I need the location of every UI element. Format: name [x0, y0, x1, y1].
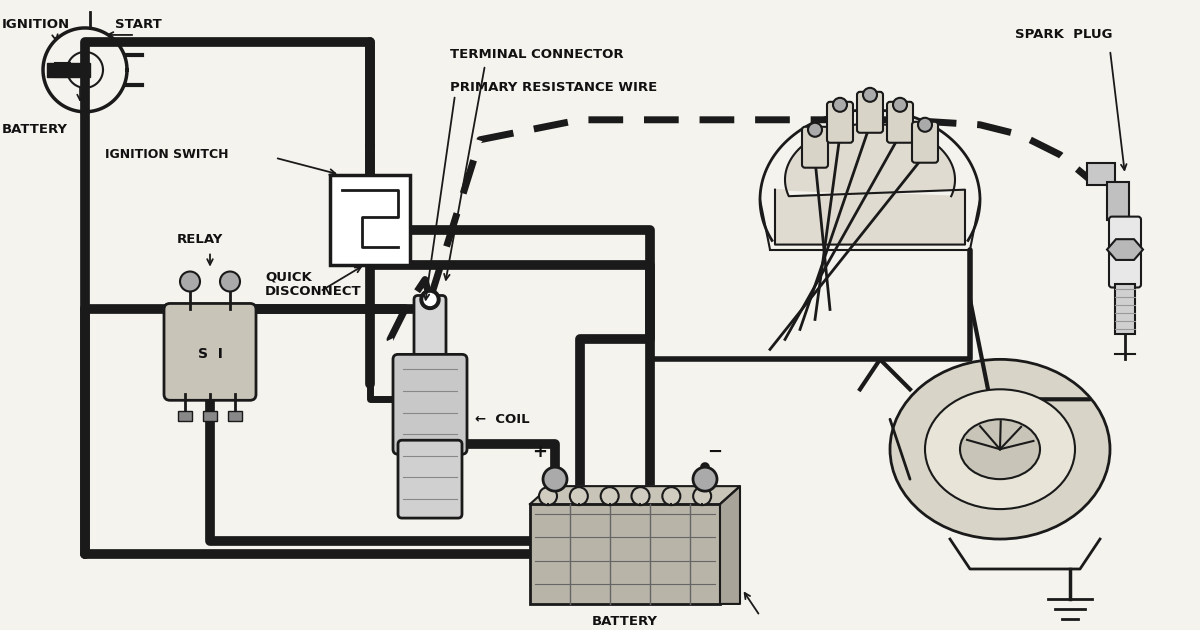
FancyBboxPatch shape — [802, 127, 828, 168]
Text: RELAY: RELAY — [176, 233, 223, 246]
Text: −: − — [708, 443, 722, 461]
FancyBboxPatch shape — [398, 440, 462, 518]
Text: IGNITION SWITCH: IGNITION SWITCH — [106, 148, 228, 161]
Text: ←  COIL: ← COIL — [475, 413, 529, 426]
Text: START: START — [115, 18, 162, 32]
Ellipse shape — [925, 389, 1075, 509]
FancyBboxPatch shape — [1109, 217, 1141, 287]
FancyBboxPatch shape — [912, 122, 938, 163]
Ellipse shape — [890, 359, 1110, 539]
Circle shape — [893, 98, 907, 112]
FancyBboxPatch shape — [394, 354, 467, 454]
Circle shape — [539, 487, 557, 505]
Text: BATTERY: BATTERY — [2, 123, 68, 136]
Text: PRIMARY RESISTANCE WIRE: PRIMARY RESISTANCE WIRE — [450, 81, 658, 94]
Text: +: + — [533, 443, 547, 461]
Text: BATTERY: BATTERY — [592, 616, 658, 628]
Bar — [178, 411, 192, 421]
Bar — [1108, 181, 1129, 220]
Text: SPARK  PLUG: SPARK PLUG — [1015, 28, 1112, 42]
Bar — [530, 504, 720, 604]
FancyBboxPatch shape — [164, 304, 256, 400]
Bar — [203, 411, 217, 421]
Ellipse shape — [960, 419, 1040, 479]
Circle shape — [180, 272, 200, 292]
Circle shape — [808, 123, 822, 137]
Bar — [330, 175, 410, 265]
Polygon shape — [530, 486, 740, 504]
Circle shape — [631, 487, 649, 505]
Circle shape — [863, 88, 877, 102]
Text: QUICK
DISCONNECT: QUICK DISCONNECT — [265, 270, 361, 299]
Bar — [1087, 163, 1115, 185]
Circle shape — [220, 272, 240, 292]
Circle shape — [662, 487, 680, 505]
Bar — [228, 411, 242, 421]
Text: IGNITION: IGNITION — [2, 18, 70, 32]
Circle shape — [692, 467, 716, 491]
Polygon shape — [775, 123, 965, 244]
Circle shape — [601, 487, 619, 505]
Circle shape — [833, 98, 847, 112]
Circle shape — [424, 294, 436, 306]
Text: TERMINAL CONNECTOR: TERMINAL CONNECTOR — [450, 49, 624, 61]
FancyBboxPatch shape — [887, 102, 913, 143]
Bar — [1115, 285, 1135, 335]
Circle shape — [918, 118, 932, 132]
Text: S  I: S I — [198, 347, 222, 362]
FancyBboxPatch shape — [414, 295, 446, 369]
Polygon shape — [1108, 239, 1142, 260]
Polygon shape — [720, 486, 740, 604]
Circle shape — [420, 290, 440, 309]
FancyBboxPatch shape — [857, 92, 883, 133]
Circle shape — [570, 487, 588, 505]
Polygon shape — [47, 63, 90, 77]
FancyBboxPatch shape — [827, 102, 853, 143]
Circle shape — [694, 487, 712, 505]
Circle shape — [542, 467, 568, 491]
